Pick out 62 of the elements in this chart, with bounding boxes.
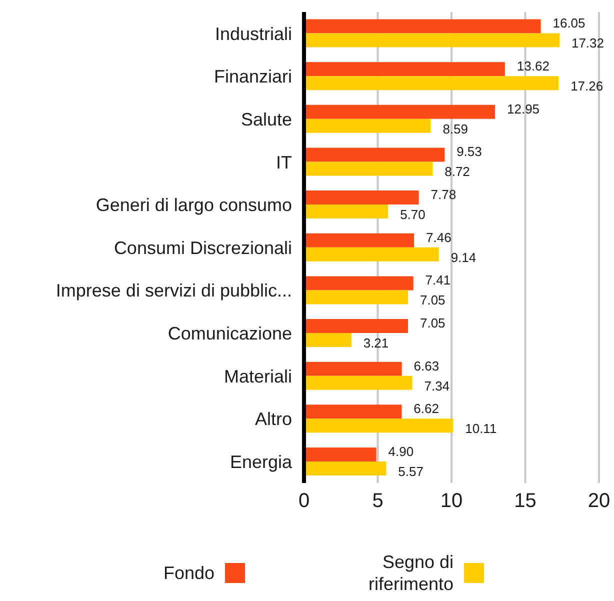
- x-tick-label: 10: [440, 490, 463, 512]
- data-label: 17.32: [571, 36, 604, 51]
- y-tick-label: Salute: [240, 109, 292, 130]
- bar: [304, 333, 352, 348]
- y-tick-label: Industriali: [214, 24, 292, 44]
- bar: [304, 104, 496, 119]
- data-label: 7.46: [426, 230, 452, 245]
- bar: [304, 319, 408, 334]
- bar: [304, 418, 454, 433]
- bar: [304, 276, 414, 290]
- data-label: 13.62: [516, 58, 550, 74]
- y-tick-label: Energia: [230, 452, 293, 472]
- bar: [304, 461, 386, 476]
- y-tick-label: Consumi Discrezionali: [114, 238, 292, 258]
- bar: [304, 76, 559, 90]
- y-tick-label: Generi di largo consumo: [96, 195, 292, 216]
- legend-label: Fondo: [163, 562, 215, 584]
- data-label: 7.41: [425, 272, 451, 288]
- y-tick-label: Altro: [254, 409, 292, 430]
- bar: [304, 376, 412, 390]
- x-tick-label: 0: [298, 490, 310, 512]
- x-tick-label: 5: [372, 490, 384, 512]
- legend-label: Segno di riferimento: [367, 551, 454, 595]
- data-label: 6.63: [414, 358, 440, 374]
- data-label: 10.11: [465, 421, 497, 436]
- data-label: 8.72: [444, 164, 470, 180]
- bar: [304, 204, 388, 219]
- data-label: 9.53: [456, 144, 482, 160]
- data-label: 7.05: [420, 315, 446, 330]
- bar: [304, 233, 414, 248]
- y-tick-label: Comunicazione: [168, 324, 292, 344]
- bar: [304, 62, 505, 76]
- bar: [304, 404, 402, 419]
- data-label: 7.78: [430, 186, 456, 202]
- data-label: 12.95: [507, 101, 540, 116]
- data-label: 5.57: [398, 464, 424, 479]
- bar: [304, 148, 445, 162]
- bar: [304, 162, 433, 176]
- x-tick-label: 20: [588, 490, 610, 512]
- bar: [304, 290, 408, 304]
- bar: [304, 118, 431, 133]
- data-label: 8.59: [442, 121, 468, 136]
- bar: [304, 19, 541, 34]
- y-tick-label: Finanziari: [214, 66, 292, 87]
- bar: [304, 33, 560, 48]
- y-tick-label: IT: [276, 152, 292, 172]
- data-label: 6.62: [414, 401, 439, 416]
- bar: [304, 190, 419, 205]
- data-label: 7.05: [420, 292, 446, 308]
- data-label: 4.90: [388, 444, 414, 459]
- data-label: 9.14: [450, 250, 476, 265]
- bar: [304, 247, 439, 262]
- data-label: 17.26: [570, 78, 604, 94]
- bar: [304, 447, 376, 462]
- y-tick-label: Materiali: [224, 366, 292, 386]
- data-label: 16.05: [552, 16, 586, 31]
- data-label: 3.21: [363, 335, 389, 350]
- data-label: 7.34: [424, 378, 450, 394]
- x-tick-label: 15: [514, 490, 536, 512]
- data-label: 5.70: [400, 206, 426, 222]
- bar: [304, 362, 402, 376]
- y-tick-label: Imprese di servizi di pubblic...: [56, 280, 292, 301]
